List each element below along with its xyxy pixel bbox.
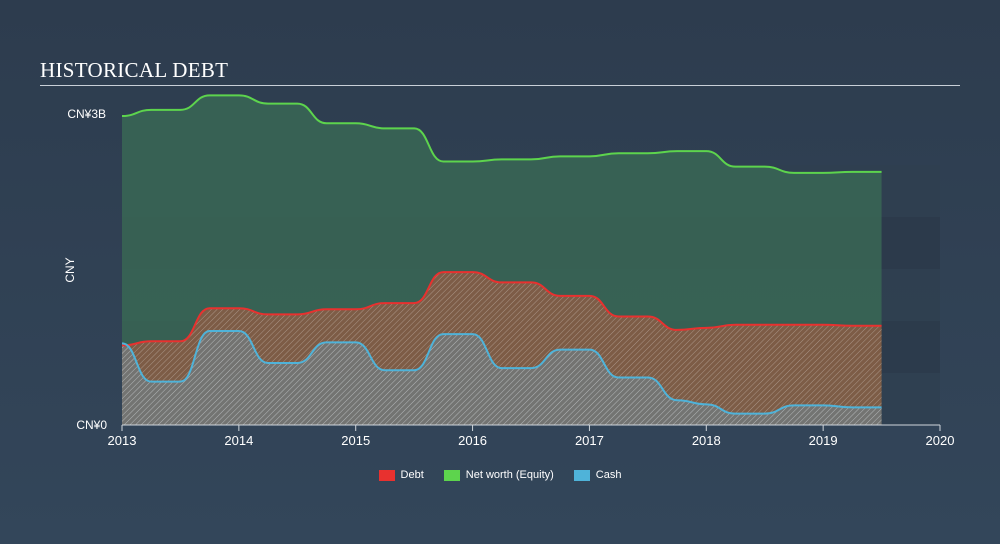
x-tick-label: 2020	[926, 433, 955, 448]
x-tick-label: 2015	[341, 433, 370, 448]
legend-item-cash: Cash	[573, 469, 622, 481]
x-tick-label: 2017	[575, 433, 604, 448]
x-tick-label: 2014	[224, 433, 253, 448]
legend-label: Debt	[400, 469, 424, 481]
line-cash	[121, 329, 882, 415]
y-axis-label: CNY	[63, 257, 77, 282]
series-areas	[122, 95, 882, 425]
axes: 2013 2014 2015 2016 2017 2018 2019 2020 CN¥3B CN¥…	[63, 107, 954, 448]
legend: Debt Net worth (Equity) Cash	[0, 469, 1000, 481]
chart-title: HISTORICAL DEBT	[40, 58, 229, 82]
legend-swatch	[443, 469, 460, 481]
line-net-worth-equity-	[121, 94, 882, 174]
legend-label: Net worth (Equity)	[465, 469, 554, 481]
series-lines	[121, 94, 882, 415]
legend-item-debt: Debt	[378, 469, 424, 481]
hatch-cash	[122, 330, 882, 425]
legend-swatch	[573, 469, 590, 481]
legend-item-net-worth-equity: Net worth (Equity)	[443, 469, 554, 481]
legend-swatch	[378, 469, 395, 481]
x-tick-label: 2013	[108, 433, 137, 448]
y-tick-label-bottom: CN¥0	[76, 418, 107, 432]
title-divider	[40, 85, 960, 86]
x-tick-label: 2019	[809, 433, 838, 448]
x-tick-label: 2016	[458, 433, 487, 448]
line-debt	[121, 271, 882, 347]
x-tick-label: 2018	[692, 433, 721, 448]
y-tick-label-top: CN¥3B	[67, 107, 106, 121]
legend-label: Cash	[595, 469, 622, 481]
